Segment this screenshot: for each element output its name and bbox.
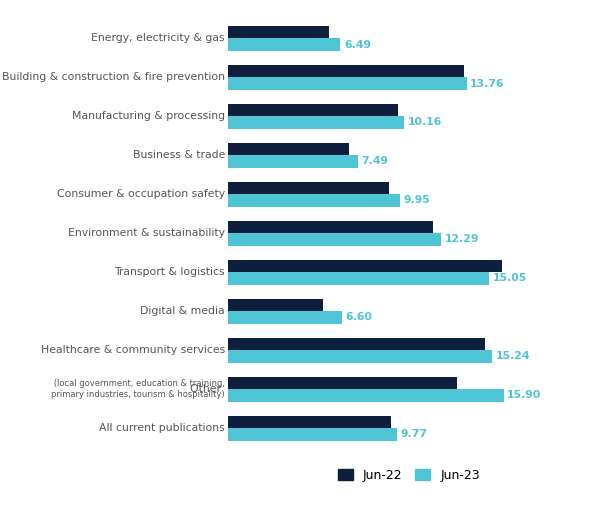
Bar [228,39,340,51]
Text: 15.05: 15.05 [493,273,527,283]
Text: Consumer & occupation safety: Consumer & occupation safety [57,189,225,199]
Bar [228,65,464,77]
Text: 15.24: 15.24 [496,351,530,361]
Text: 10.16: 10.16 [407,118,442,127]
Bar [228,311,343,323]
Bar [228,272,489,285]
Bar [228,428,397,441]
Text: 13.76: 13.76 [470,79,505,89]
Legend: Jun-22, Jun-23: Jun-22, Jun-23 [333,464,485,487]
Bar [228,338,485,350]
Text: 6.60: 6.60 [346,312,373,322]
Bar [228,143,349,155]
Text: 12.29: 12.29 [445,234,479,244]
Bar [228,377,457,389]
Text: Building & construction & fire prevention: Building & construction & fire preventio… [2,73,225,82]
Text: Healthcare & community services: Healthcare & community services [41,345,225,355]
Bar [228,182,389,194]
Text: Environment & sustainability: Environment & sustainability [68,228,225,238]
Bar [228,233,441,246]
Bar [228,104,398,116]
Bar [228,350,492,363]
Text: Energy, electricity & gas: Energy, electricity & gas [91,33,225,43]
Bar [228,389,503,402]
Text: All current publications: All current publications [99,423,225,433]
Bar [228,26,329,39]
Bar [228,299,323,311]
Text: (local government, education & training,
primary industries, tourism & hospitali: (local government, education & training,… [38,379,225,399]
Text: 9.77: 9.77 [401,429,428,440]
Text: Business & trade: Business & trade [133,150,225,160]
Text: 15.90: 15.90 [507,390,541,401]
Bar [228,155,358,168]
Text: 9.95: 9.95 [404,196,431,205]
Text: Manufacturing & processing: Manufacturing & processing [72,111,225,121]
Text: 6.49: 6.49 [344,40,371,50]
Bar [228,221,433,233]
Bar [228,416,391,428]
Text: 7.49: 7.49 [361,157,388,166]
Bar [228,116,404,129]
Bar [228,77,467,90]
Text: Digital & media: Digital & media [140,306,225,316]
Text: Other: Other [190,384,225,394]
Bar [228,260,502,272]
Bar [228,194,400,207]
Text: Transport & logistics: Transport & logistics [114,267,225,277]
